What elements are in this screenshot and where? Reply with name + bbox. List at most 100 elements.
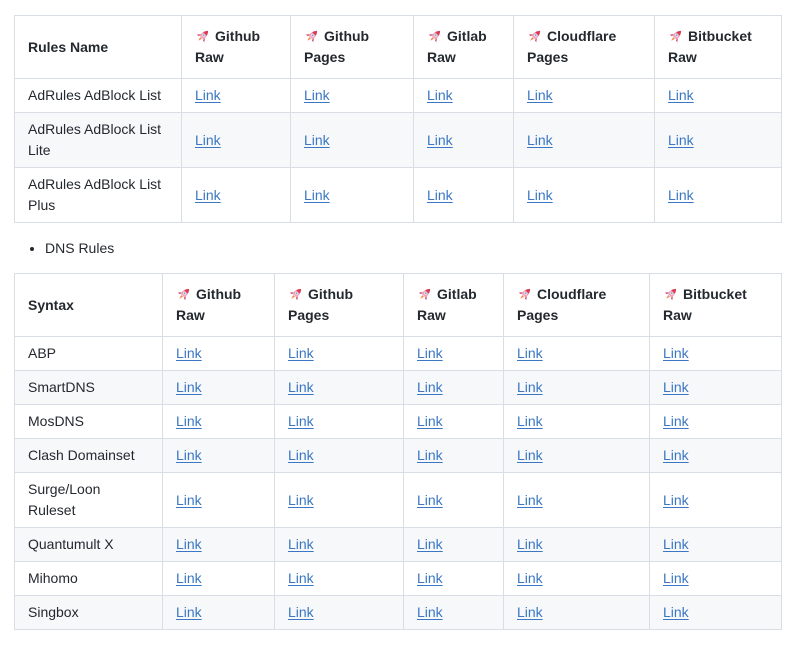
link-adrules-adblock-list-gitlab-raw[interactable]: Link xyxy=(427,87,453,103)
link-cell: Link xyxy=(503,438,650,473)
link-smartdns-github-pages[interactable]: Link xyxy=(288,379,314,395)
link-adrules-adblock-list-lite-github-raw[interactable]: Link xyxy=(195,131,221,148)
link-cell: Link xyxy=(290,112,414,168)
table-row-abp: ABP Link Link Link Link Link xyxy=(14,336,782,371)
link-adrules-adblock-list-plus-github-pages[interactable]: Link xyxy=(304,186,330,203)
link-singbox-github-pages[interactable]: Link xyxy=(288,604,314,620)
table-row-adrules-adblock-list-plus: AdRules AdBlock List Plus Link Link Link Lin… xyxy=(14,167,782,223)
rocket-icon xyxy=(517,286,533,302)
link-mihomo-github-pages[interactable]: Link xyxy=(288,570,314,586)
link-surge-loon-ruleset-bitbucket-raw[interactable]: Link xyxy=(663,491,689,508)
link-abp-github-raw[interactable]: Link xyxy=(176,345,202,361)
link-adrules-adblock-list-bitbucket-raw[interactable]: Link xyxy=(668,87,694,103)
link-singbox-bitbucket-raw[interactable]: Link xyxy=(663,604,689,620)
link-mihomo-github-raw[interactable]: Link xyxy=(176,570,202,586)
column-header-github-pages: Github Pages xyxy=(274,273,404,337)
link-mihomo-bitbucket-raw[interactable]: Link xyxy=(663,570,689,586)
link-singbox-gitlab-raw[interactable]: Link xyxy=(417,604,443,620)
rocket-icon xyxy=(176,286,192,302)
link-cell: Link xyxy=(274,370,404,405)
column-header-label: Syntax xyxy=(28,296,74,313)
link-adrules-adblock-list-plus-github-raw[interactable]: Link xyxy=(195,186,221,203)
table-row-quantumult-x: Quantumult X Link Link Link Link Link xyxy=(14,527,782,562)
link-abp-cloudflare-pages[interactable]: Link xyxy=(517,345,543,361)
dns-table: Syntax Github Raw Github Pages Gitlab Raw Cl… xyxy=(14,273,782,630)
row-label: SmartDNS xyxy=(14,370,163,405)
link-cell: Link xyxy=(654,78,782,113)
link-surge-loon-ruleset-cloudflare-pages[interactable]: Link xyxy=(517,491,543,508)
link-adrules-adblock-list-lite-github-pages[interactable]: Link xyxy=(304,131,330,148)
link-mihomo-cloudflare-pages[interactable]: Link xyxy=(517,570,543,586)
link-quantumult-x-gitlab-raw[interactable]: Link xyxy=(417,536,443,552)
link-adrules-adblock-list-plus-cloudflare-pages[interactable]: Link xyxy=(527,186,553,203)
link-adrules-adblock-list-plus-bitbucket-raw[interactable]: Link xyxy=(668,186,694,203)
link-clash-domainset-github-pages[interactable]: Link xyxy=(288,447,314,463)
link-cell: Link xyxy=(649,404,782,439)
link-cell: Link xyxy=(274,438,404,473)
table-row-surge-loon-ruleset: Surge/Loon Ruleset Link Link Link Link Link xyxy=(14,472,782,528)
link-cell: Link xyxy=(503,336,650,371)
link-adrules-adblock-list-lite-bitbucket-raw[interactable]: Link xyxy=(668,131,694,148)
link-quantumult-x-cloudflare-pages[interactable]: Link xyxy=(517,536,543,552)
link-smartdns-gitlab-raw[interactable]: Link xyxy=(417,379,443,395)
link-adrules-adblock-list-lite-gitlab-raw[interactable]: Link xyxy=(427,131,453,148)
link-cell: Link xyxy=(181,112,291,168)
link-abp-gitlab-raw[interactable]: Link xyxy=(417,345,443,361)
link-cell: Link xyxy=(274,561,404,596)
link-singbox-cloudflare-pages[interactable]: Link xyxy=(517,604,543,620)
link-cell: Link xyxy=(503,472,650,528)
link-surge-loon-ruleset-gitlab-raw[interactable]: Link xyxy=(417,491,443,508)
link-cell: Link xyxy=(290,78,414,113)
link-adrules-adblock-list-plus-gitlab-raw[interactable]: Link xyxy=(427,186,453,203)
link-quantumult-x-bitbucket-raw[interactable]: Link xyxy=(663,536,689,552)
column-header-label: Github Pages xyxy=(288,286,354,323)
link-mosdns-gitlab-raw[interactable]: Link xyxy=(417,413,443,429)
rocket-icon xyxy=(288,286,304,302)
link-quantumult-x-github-pages[interactable]: Link xyxy=(288,536,314,552)
rocket-icon xyxy=(195,28,211,44)
list-item-dns-rules: DNS Rules xyxy=(45,238,781,259)
link-abp-github-pages[interactable]: Link xyxy=(288,345,314,361)
link-cell: Link xyxy=(403,404,504,439)
link-smartdns-cloudflare-pages[interactable]: Link xyxy=(517,379,543,395)
table-row-smartdns: SmartDNS Link Link Link Link Link xyxy=(14,370,782,405)
link-smartdns-github-raw[interactable]: Link xyxy=(176,379,202,395)
link-mosdns-cloudflare-pages[interactable]: Link xyxy=(517,413,543,429)
link-mihomo-gitlab-raw[interactable]: Link xyxy=(417,570,443,586)
link-abp-bitbucket-raw[interactable]: Link xyxy=(663,345,689,361)
link-clash-domainset-gitlab-raw[interactable]: Link xyxy=(417,447,443,463)
rocket-icon xyxy=(427,28,443,44)
link-cell: Link xyxy=(503,595,650,630)
link-adrules-adblock-list-cloudflare-pages[interactable]: Link xyxy=(527,87,553,103)
rocket-icon xyxy=(668,28,684,44)
link-surge-loon-ruleset-github-pages[interactable]: Link xyxy=(288,491,314,508)
link-mosdns-bitbucket-raw[interactable]: Link xyxy=(663,413,689,429)
row-label: Mihomo xyxy=(14,561,163,596)
column-header-syntax: Syntax xyxy=(14,273,163,337)
link-surge-loon-ruleset-github-raw[interactable]: Link xyxy=(176,491,202,508)
table-row-adrules-adblock-list-lite: AdRules AdBlock List Lite Link Link Link Lin… xyxy=(14,112,782,168)
column-header-label: Cloudflare Pages xyxy=(527,28,617,65)
table-row-mosdns: MosDNS Link Link Link Link Link xyxy=(14,404,782,439)
column-header-github-raw: Github Raw xyxy=(162,273,275,337)
link-clash-domainset-bitbucket-raw[interactable]: Link xyxy=(663,447,689,463)
link-singbox-github-raw[interactable]: Link xyxy=(176,604,202,620)
link-smartdns-bitbucket-raw[interactable]: Link xyxy=(663,379,689,395)
link-cell: Link xyxy=(274,595,404,630)
link-clash-domainset-cloudflare-pages[interactable]: Link xyxy=(517,447,543,463)
link-cell: Link xyxy=(290,167,414,223)
link-mosdns-github-raw[interactable]: Link xyxy=(176,413,202,429)
link-quantumult-x-github-raw[interactable]: Link xyxy=(176,536,202,552)
link-cell: Link xyxy=(503,561,650,596)
link-clash-domainset-github-raw[interactable]: Link xyxy=(176,447,202,463)
link-cell: Link xyxy=(503,527,650,562)
link-adrules-adblock-list-github-pages[interactable]: Link xyxy=(304,87,330,103)
link-adrules-adblock-list-lite-cloudflare-pages[interactable]: Link xyxy=(527,131,553,148)
link-adrules-adblock-list-github-raw[interactable]: Link xyxy=(195,87,221,103)
link-mosdns-github-pages[interactable]: Link xyxy=(288,413,314,429)
column-header-cloudflare-pages: Cloudflare Pages xyxy=(503,273,650,337)
column-header-label: Github Raw xyxy=(195,28,261,65)
rocket-icon xyxy=(304,28,320,44)
row-label: AdRules AdBlock List Plus xyxy=(14,167,182,223)
dns-rules-list: DNS Rules xyxy=(14,238,781,259)
